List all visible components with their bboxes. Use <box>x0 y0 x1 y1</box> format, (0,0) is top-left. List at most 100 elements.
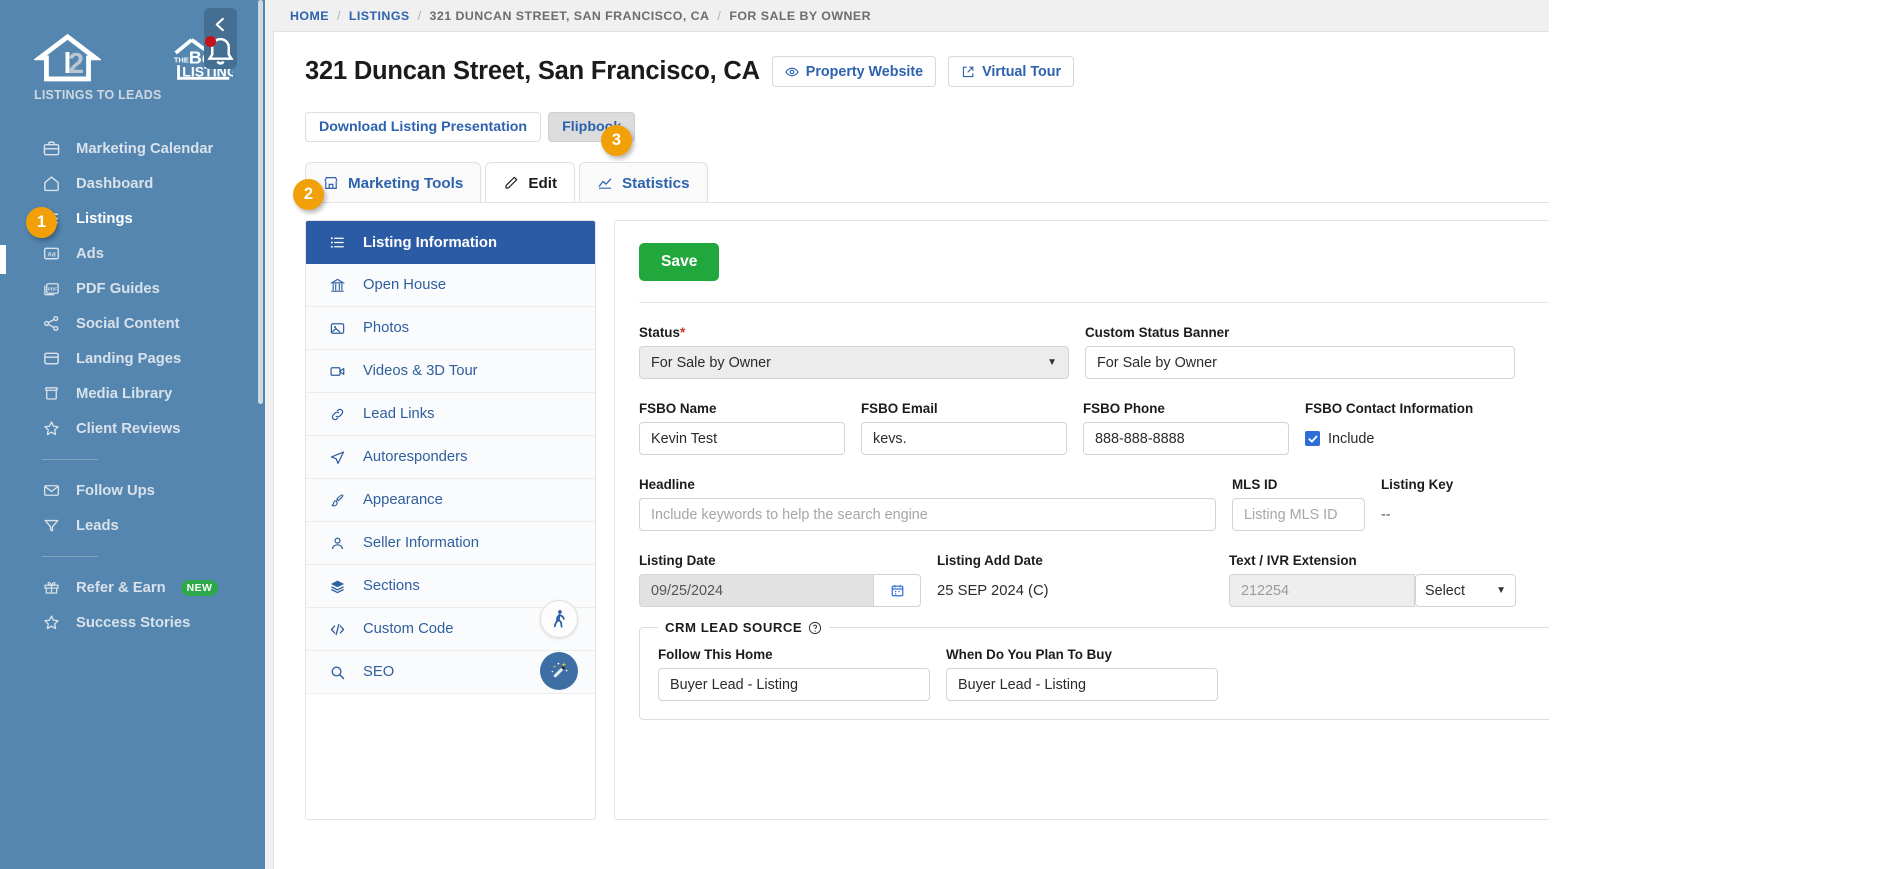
side-menu-item-lead-links[interactable]: Lead Links <box>306 393 595 436</box>
fsbo-row: FSBO Name Kevin Test FSBO Email kevs. FS… <box>639 401 1772 455</box>
headline-input[interactable]: Include keywords to help the search engi… <box>639 498 1216 531</box>
side-menu-label: Autoresponders <box>363 449 468 465</box>
right-empty-area <box>1549 0 1903 869</box>
step-badge-2: 2 <box>293 179 324 210</box>
sidebar-scrollbar[interactable] <box>258 0 263 404</box>
sidebar-item-follow-ups[interactable]: Follow Ups <box>0 473 265 508</box>
sidebar-item-label: Success Stories <box>76 614 191 631</box>
sidebar-item-refer-and-earn[interactable]: Refer & Earn NEW <box>0 570 265 605</box>
storefront-icon <box>324 177 338 189</box>
listing-side-menu: Listing Information Open House Photos Vi… <box>305 220 596 820</box>
follow-this-home-field: Follow This Home Buyer Lead - Listing <box>658 647 930 701</box>
notifications-button[interactable] <box>204 35 237 69</box>
side-menu-item-photos[interactable]: Photos <box>306 307 595 350</box>
tab-label: Marketing Tools <box>348 174 464 192</box>
status-label: Status* <box>639 325 1069 340</box>
sidebar-item-client-reviews[interactable]: Client Reviews <box>0 411 265 446</box>
pdf-icon: PDF <box>42 279 61 298</box>
svg-text:Ad: Ad <box>47 251 55 258</box>
side-menu-label: Lead Links <box>363 406 435 422</box>
side-menu-item-open-house[interactable]: Open House <box>306 264 595 307</box>
sidebar-item-landing-pages[interactable]: Landing Pages <box>0 341 265 376</box>
fsbo-phone-label: FSBO Phone <box>1083 401 1165 416</box>
virtual-tour-button[interactable]: Virtual Tour <box>948 56 1075 87</box>
fsbo-email-label: FSBO Email <box>861 401 938 416</box>
share-icon <box>42 314 61 333</box>
fsbo-contact-information-label: FSBO Contact Information <box>1305 401 1474 416</box>
funnel-icon <box>42 516 61 535</box>
link-icon <box>328 405 346 423</box>
side-menu-item-sections[interactable]: Sections <box>306 565 595 608</box>
calendar-picker-button[interactable] <box>873 574 921 607</box>
save-button[interactable]: Save <box>639 243 720 281</box>
side-menu-label: Appearance <box>363 492 443 508</box>
active-nav-marker <box>0 245 6 274</box>
side-menu-label: Sections <box>363 578 420 594</box>
download-listing-presentation-button[interactable]: Download Listing Presentation <box>305 112 542 142</box>
help-circle-icon[interactable] <box>808 621 822 635</box>
breadcrumb-listings[interactable]: LISTINGS <box>348 8 410 23</box>
tab-edit[interactable]: Edit <box>485 162 576 203</box>
sidebar-item-ads[interactable]: Ad Ads <box>0 236 265 271</box>
fsbo-contact-information-field: FSBO Contact Information Include <box>1305 401 1511 455</box>
text-ivr-select[interactable]: Select ▼ <box>1415 574 1516 607</box>
side-menu-item-videos-3d-tour[interactable]: Videos & 3D Tour <box>306 350 595 393</box>
side-menu-item-seller-information[interactable]: Seller Information <box>306 522 595 565</box>
when-plan-to-buy-label: When Do You Plan To Buy <box>946 647 1112 662</box>
status-label-text: Status <box>639 325 680 340</box>
fsbo-phone-input[interactable]: 888-888-8888 <box>1083 422 1289 455</box>
sidebar-item-media-library[interactable]: Media Library <box>0 376 265 411</box>
listing-date-input[interactable]: 09/25/2024 <box>639 574 873 607</box>
listing-add-date-value: 25 SEP 2024 (C) <box>937 582 1049 599</box>
sidebar-item-success-stories[interactable]: Success Stories <box>0 605 265 640</box>
sidebar-item-leads[interactable]: Leads <box>0 508 265 543</box>
title-row: 321 Duncan Street, San Francisco, CA Pro… <box>274 32 1813 87</box>
notification-dot <box>205 36 216 47</box>
accessibility-walking-icon <box>553 610 565 628</box>
fsbo-name-input[interactable]: Kevin Test <box>639 422 845 455</box>
sidebar-item-label: Social Content <box>76 315 180 332</box>
when-plan-to-buy-input[interactable]: Buyer Lead - Listing <box>946 668 1218 701</box>
accessibility-widget-button[interactable] <box>540 600 578 638</box>
sidebar-item-dashboard[interactable]: Dashboard <box>0 166 265 201</box>
sidebar-item-pdf-guides[interactable]: PDF PDF Guides <box>0 271 265 306</box>
brand-logos: l 2 LISTINGS TO LEADS THE Best LISTING <box>32 33 237 102</box>
custom-status-banner-field: Custom Status Banner For Sale by Owner <box>1085 325 1515 379</box>
status-select[interactable]: For Sale by Owner ▼ <box>639 346 1069 379</box>
status-value: For Sale by Owner <box>651 354 771 371</box>
svg-text:PDF: PDF <box>48 286 58 292</box>
dates-row: Listing Date 09/25/2024 Listing Add Date… <box>639 553 1772 607</box>
follow-this-home-input[interactable]: Buyer Lead - Listing <box>658 668 930 701</box>
logo-listings-to-leads: l 2 LISTINGS TO LEADS <box>32 33 162 102</box>
mls-id-input[interactable]: Listing MLS ID <box>1232 498 1365 531</box>
side-menu-item-autoresponders[interactable]: Autoresponders <box>306 436 595 479</box>
listing-key-field: Listing Key -- <box>1381 477 1521 531</box>
briefcase-icon <box>42 139 61 158</box>
tab-statistics[interactable]: Statistics <box>579 162 708 203</box>
side-menu-item-appearance[interactable]: Appearance <box>306 479 595 522</box>
listing-add-date-field: Listing Add Date 25 SEP 2024 (C) <box>937 553 1213 607</box>
page-title: 321 Duncan Street, San Francisco, CA <box>305 57 760 85</box>
eye-icon <box>785 67 799 76</box>
magic-wand-icon <box>551 662 568 678</box>
brush-icon <box>328 491 346 509</box>
tab-marketing-tools[interactable]: Marketing Tools <box>305 162 482 203</box>
envelope-icon <box>42 481 61 500</box>
fsbo-email-input[interactable]: kevs. <box>861 422 1067 455</box>
ai-assistant-button[interactable] <box>540 652 578 690</box>
breadcrumb-home[interactable]: HOME <box>290 8 329 23</box>
sidebar-item-label: Follow Ups <box>76 482 155 499</box>
include-checkbox[interactable] <box>1305 431 1320 446</box>
side-menu-item-listing-information[interactable]: Listing Information <box>306 221 595 264</box>
sidebar-item-social-content[interactable]: Social Content <box>0 306 265 341</box>
crm-fields-row: Follow This Home Buyer Lead - Listing Wh… <box>658 647 1753 701</box>
include-checkbox-wrap: Include <box>1305 422 1511 455</box>
property-website-button[interactable]: Property Website <box>771 56 937 87</box>
sidebar-item-marketing-calendar[interactable]: Marketing Calendar <box>0 131 265 166</box>
status-row: Status* For Sale by Owner ▼ Custom Statu… <box>639 325 1772 379</box>
text-ivr-wrap: 212254 Select ▼ <box>1229 574 1519 607</box>
custom-status-banner-input[interactable]: For Sale by Owner <box>1085 346 1515 379</box>
side-menu-label: Open House <box>363 277 447 293</box>
breadcrumb: HOME / LISTINGS / 321 DUNCAN STREET, SAN… <box>265 0 1903 31</box>
star-icon <box>42 613 61 632</box>
